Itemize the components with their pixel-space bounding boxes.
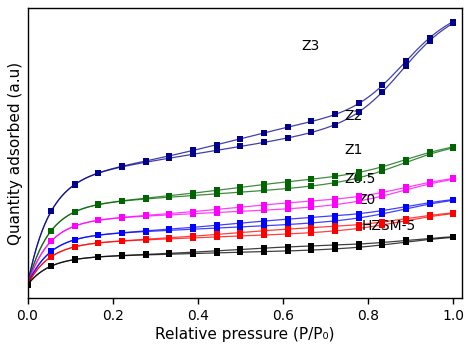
Text: HZSM-5: HZSM-5 (362, 219, 416, 233)
X-axis label: Relative pressure (P/P₀): Relative pressure (P/P₀) (155, 327, 335, 342)
Text: Z2: Z2 (345, 108, 363, 122)
Y-axis label: Quantity adsorbed (a.u): Quantity adsorbed (a.u) (9, 62, 23, 245)
Text: Z0: Z0 (357, 193, 376, 206)
Text: Z0.5: Z0.5 (345, 172, 376, 186)
Text: Z1: Z1 (345, 143, 363, 157)
Text: Z3: Z3 (301, 39, 319, 53)
